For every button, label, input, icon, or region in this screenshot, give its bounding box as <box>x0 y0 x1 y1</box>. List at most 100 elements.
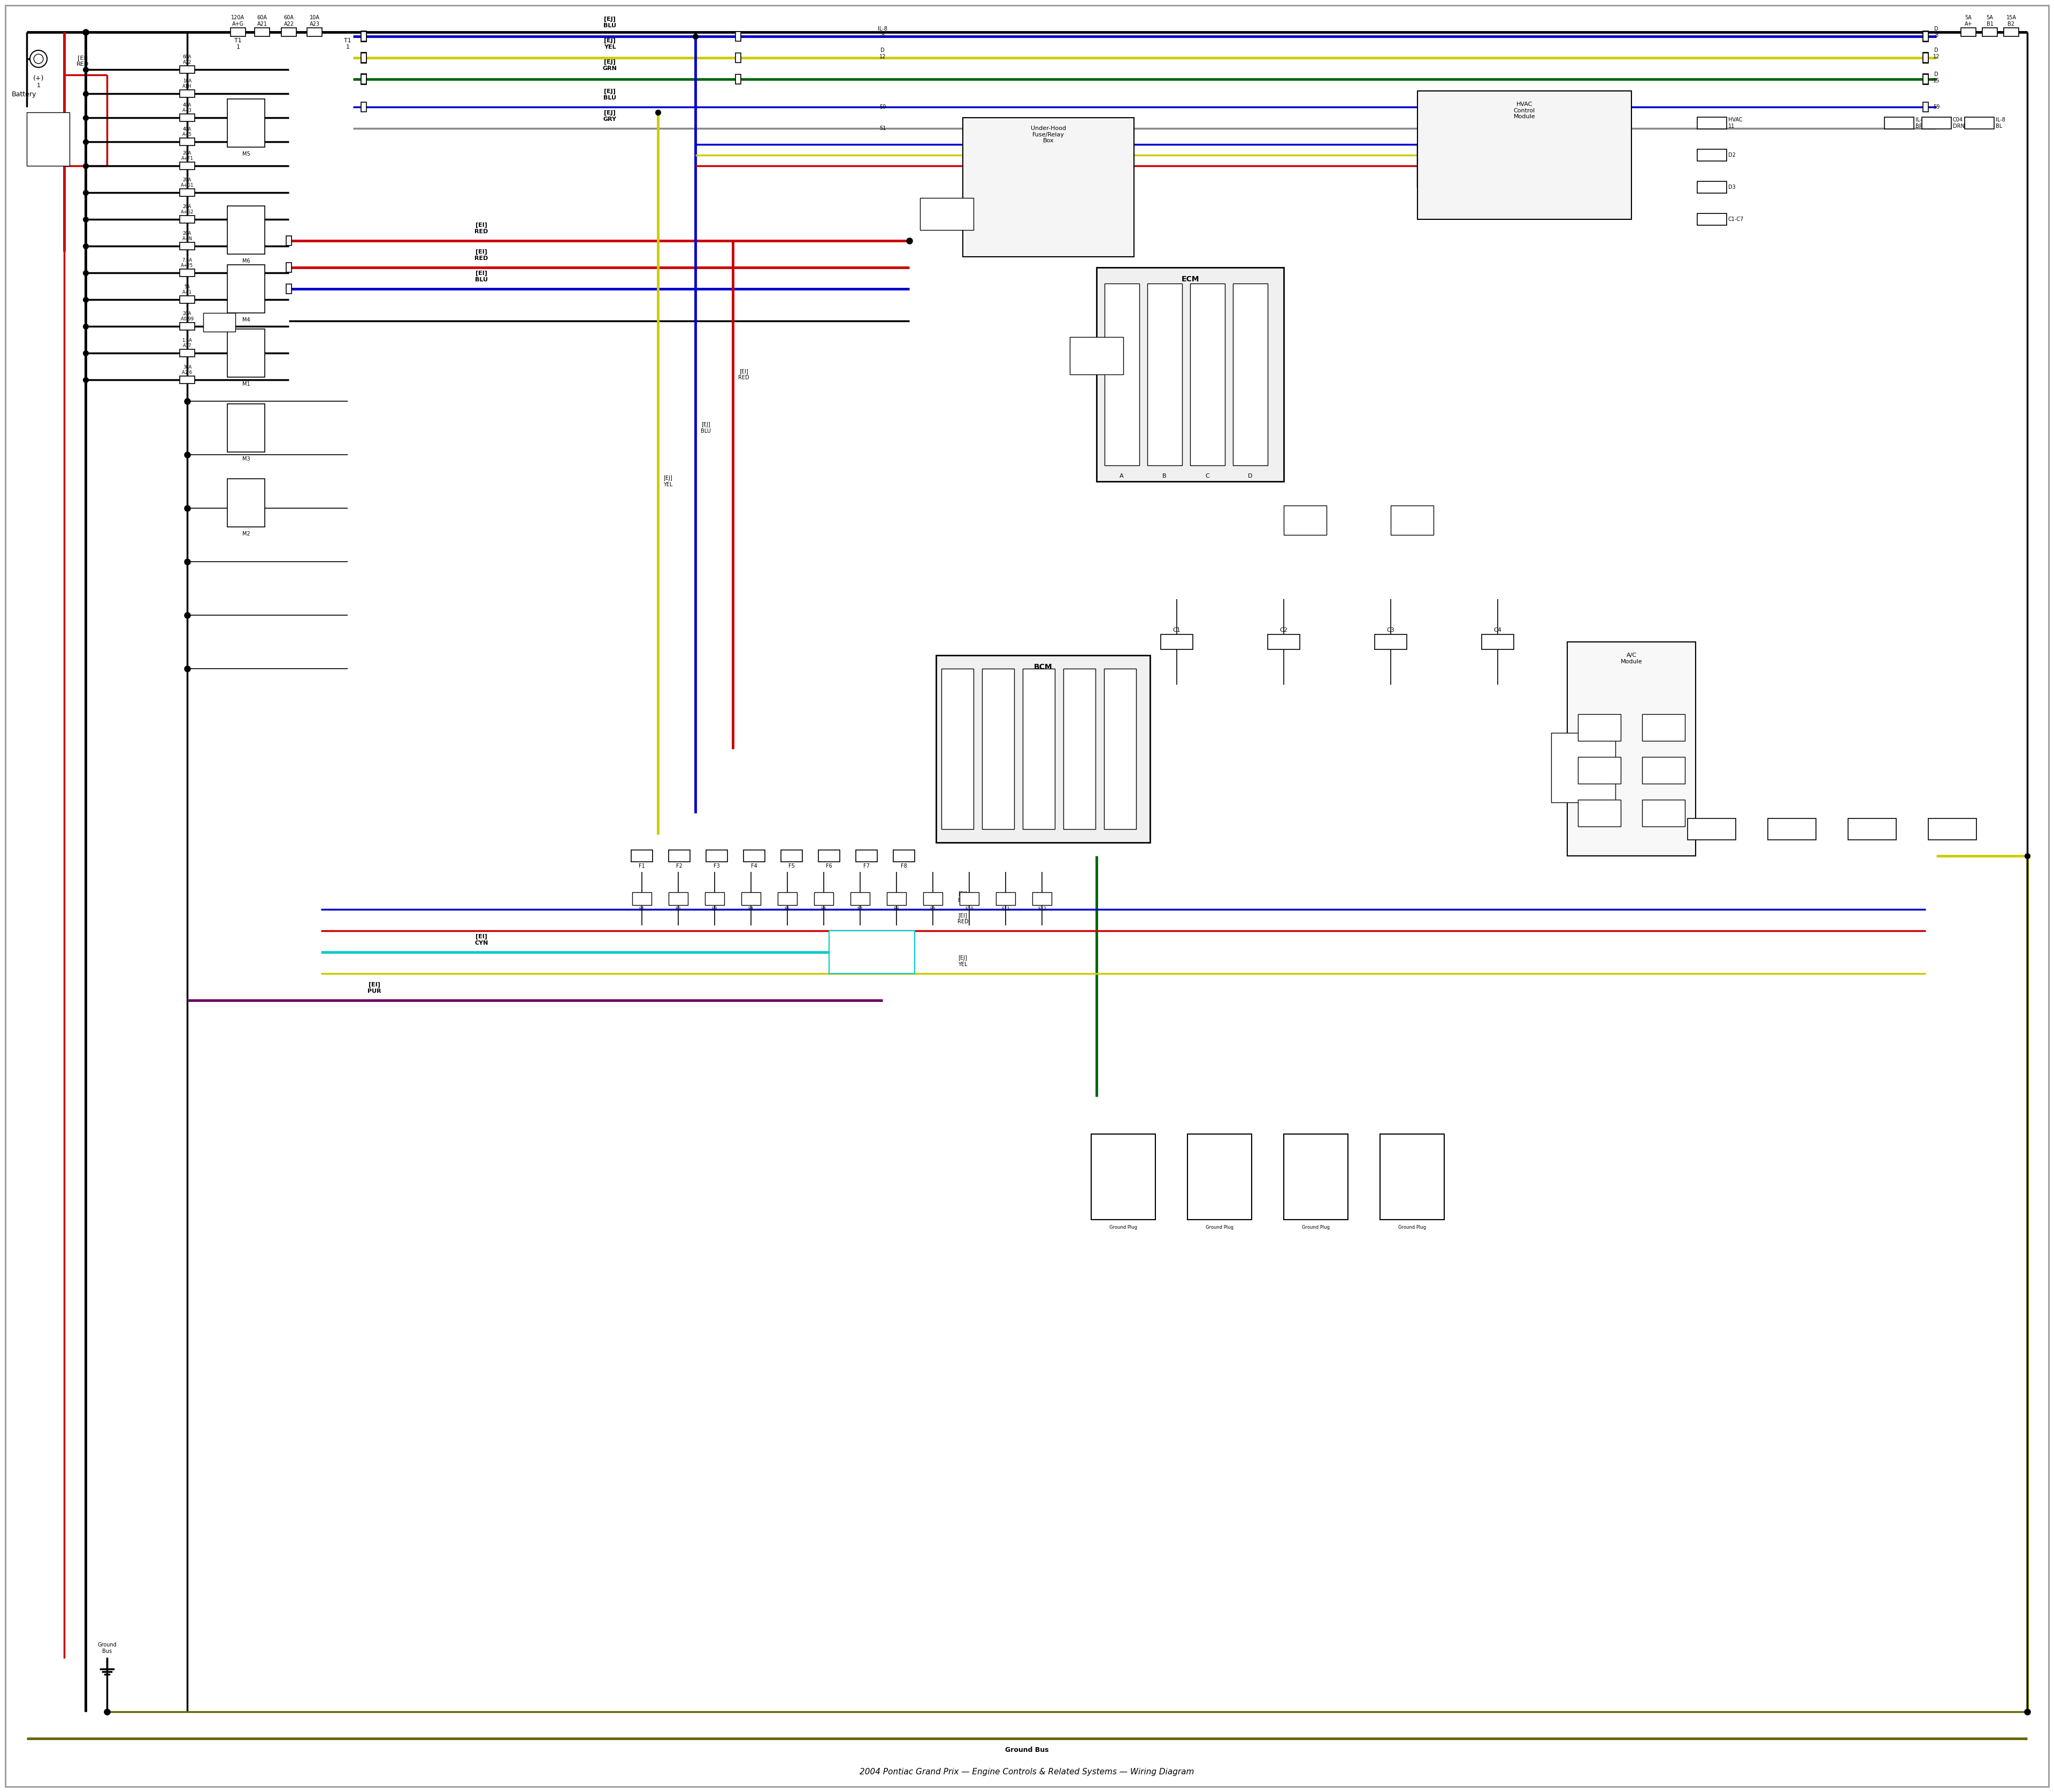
Text: [EJ]
GRY: [EJ] GRY <box>604 111 616 122</box>
Text: T1
1: T1 1 <box>343 38 351 50</box>
Text: M5: M5 <box>242 151 251 156</box>
Bar <box>1849 819 1896 840</box>
Bar <box>1033 892 1052 905</box>
Bar <box>228 99 265 147</box>
Text: 59: 59 <box>879 104 885 109</box>
Text: RR
Door
Module: RR Door Module <box>1403 1168 1421 1186</box>
Text: M2: M2 <box>242 530 251 536</box>
Bar <box>1267 634 1300 649</box>
Bar <box>1884 116 1914 129</box>
Text: D
12: D 12 <box>1933 48 1939 59</box>
Text: Ground Bus: Ground Bus <box>1004 1747 1050 1754</box>
Text: S11: S11 <box>1002 907 1011 912</box>
Text: C4: C4 <box>1493 627 1501 633</box>
Text: Relay
Ctrl: Relay Ctrl <box>1298 514 1313 527</box>
Bar <box>1641 715 1684 740</box>
Text: RF
Door
Module: RF Door Module <box>1210 1168 1228 1186</box>
Text: 120A
A+G: 120A A+G <box>232 14 244 27</box>
Bar <box>1923 73 1929 84</box>
Text: [EI]
RED: [EI] RED <box>474 249 489 262</box>
Bar <box>887 892 906 905</box>
Bar <box>735 32 741 41</box>
Bar <box>181 161 195 170</box>
Bar <box>2005 29 2019 36</box>
Text: 59: 59 <box>1933 104 1939 109</box>
Bar <box>1232 283 1267 466</box>
Bar <box>1982 29 1996 36</box>
Bar <box>286 263 292 272</box>
Text: C2: C2 <box>1280 627 1288 633</box>
Bar <box>1697 213 1725 226</box>
Bar <box>1189 283 1224 466</box>
Bar <box>1964 116 1994 129</box>
Text: 60A
A22: 60A A22 <box>183 54 191 65</box>
Text: 5A
A+1: 5A A+1 <box>183 285 191 294</box>
Bar <box>1551 733 1614 803</box>
Bar <box>362 52 366 63</box>
Bar <box>996 892 1015 905</box>
Bar <box>920 197 974 229</box>
Text: D3: D3 <box>1727 185 1736 190</box>
Bar <box>937 656 1150 842</box>
Bar <box>631 849 653 862</box>
Text: 20A
A+G1: 20A A+G1 <box>181 177 193 188</box>
Text: [EJ]
BLU: [EJ] BLU <box>957 891 967 903</box>
Text: Starter
Cut
Relay 1: Starter Cut Relay 1 <box>236 491 257 509</box>
Text: D
15: D 15 <box>1933 72 1939 84</box>
Bar <box>362 73 366 84</box>
Bar <box>181 296 195 303</box>
Text: 40A
A+5: 40A A+5 <box>183 127 191 136</box>
Text: [EJ]
BLU: [EJ] BLU <box>604 90 616 100</box>
Text: ⊡ Code B: ⊡ Code B <box>207 319 232 324</box>
Text: M6: M6 <box>242 258 251 263</box>
Bar <box>959 892 980 905</box>
Text: 60A
A22: 60A A22 <box>283 14 294 27</box>
Bar <box>1577 799 1621 826</box>
Bar <box>741 892 760 905</box>
Text: D
12: D 12 <box>879 48 885 59</box>
Bar <box>1417 91 1631 219</box>
Bar <box>203 314 236 332</box>
Text: S1: S1 <box>639 907 645 912</box>
Bar <box>228 206 265 254</box>
Text: 1.5A
A17: 1.5A A17 <box>183 339 193 348</box>
Bar <box>1105 668 1136 830</box>
Bar <box>230 29 246 36</box>
Bar <box>963 118 1134 256</box>
Text: M1: M1 <box>242 382 251 387</box>
Text: (+): (+) <box>33 75 43 82</box>
Bar <box>707 849 727 862</box>
Bar <box>228 265 265 314</box>
Bar <box>922 892 943 905</box>
Text: BCM: BCM <box>1033 663 1052 670</box>
Bar <box>1577 756 1621 783</box>
Text: LF
Door
Module: LF Door Module <box>1113 1168 1132 1186</box>
Text: EBCM: EBCM <box>863 950 881 955</box>
Text: HVAC
Control
Module: HVAC Control Module <box>1514 102 1534 120</box>
Bar <box>181 376 195 383</box>
Bar <box>1923 102 1929 111</box>
Text: Ground Plug: Ground Plug <box>1399 1226 1425 1229</box>
Bar <box>778 892 797 905</box>
Bar <box>181 115 195 122</box>
Bar <box>228 330 265 376</box>
Text: ECM: ECM <box>1181 276 1200 283</box>
Text: Ground Plug: Ground Plug <box>1109 1226 1138 1229</box>
Bar <box>781 849 803 862</box>
Bar <box>1391 505 1434 536</box>
Bar <box>1380 1134 1444 1220</box>
Text: 2004 Pontiac Grand Prix — Engine Controls & Related Systems — Wiring Diagram: 2004 Pontiac Grand Prix — Engine Control… <box>861 1769 1193 1776</box>
Text: C: C <box>1206 473 1210 478</box>
Text: IGN
Switch: IGN Switch <box>39 133 58 145</box>
Text: 20A
A+G2: 20A A+G2 <box>181 204 193 215</box>
Text: Under-Hood
Fuse/Relay
Box: Under-Hood Fuse/Relay Box <box>1031 125 1066 143</box>
Bar <box>735 73 741 84</box>
Bar <box>1284 1134 1347 1220</box>
Bar <box>181 66 195 73</box>
Text: 10A
A23: 10A A23 <box>310 14 320 27</box>
Text: A: A <box>1119 473 1124 478</box>
Text: S12: S12 <box>1037 907 1045 912</box>
Text: D2: D2 <box>1727 152 1736 158</box>
Text: 7.5A
A+25: 7.5A A+25 <box>181 258 193 269</box>
Bar <box>281 29 296 36</box>
